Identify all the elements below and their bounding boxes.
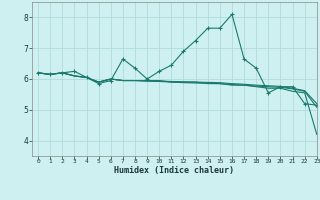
X-axis label: Humidex (Indice chaleur): Humidex (Indice chaleur) xyxy=(115,166,234,175)
